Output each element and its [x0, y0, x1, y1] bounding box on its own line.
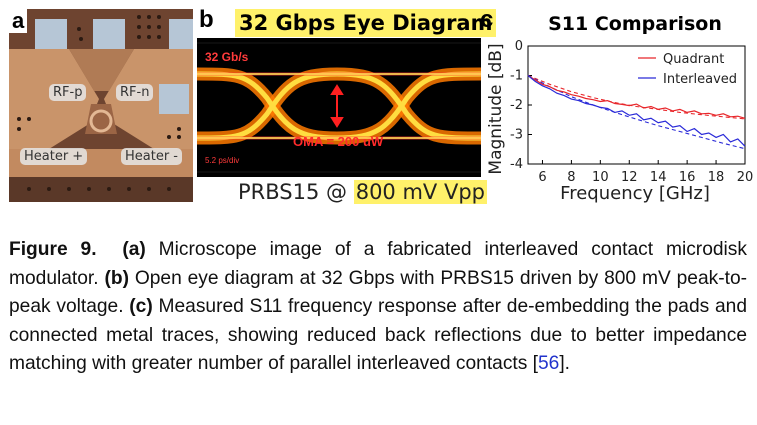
- caption-c-tag: (c): [129, 296, 153, 318]
- y-tick-label: 0: [515, 39, 523, 54]
- caption-b-tag: (b): [104, 267, 129, 289]
- microscope-graphic: [9, 9, 193, 202]
- panel-b-letter: b: [199, 6, 214, 33]
- legend-entry: Interleaved: [663, 72, 737, 87]
- y-axis-label: Magnitude [dB]: [486, 43, 506, 174]
- eye-rate-label: 32 Gb/s: [205, 50, 249, 64]
- eye-subtitle: PRBS15 @ 800 mV Vpp: [238, 179, 487, 205]
- caption-a-text: Microscope image of a fabricated interle…: [9, 239, 747, 289]
- eye-diagram-graphic: [197, 42, 481, 173]
- x-tick-label: 20: [737, 170, 753, 185]
- plot-area: 6 8 10 12 14 16 18 20 0 -1 -2 -3 -4 Quadrant Interleav…: [510, 39, 753, 185]
- x-tick-label: 16: [679, 170, 696, 185]
- legend-entry: Quadrant: [663, 52, 724, 67]
- y-tick-label: -2: [510, 98, 523, 113]
- panel-c-letter: c: [480, 6, 494, 33]
- x-tick-label: 10: [592, 170, 609, 185]
- caption-b-text: Open eye diagram at 32 Gbps with PRBS15 …: [9, 267, 747, 318]
- x-tick-label: 18: [708, 170, 725, 185]
- caption-c-text: Measured S11 frequency response after de…: [9, 296, 747, 375]
- panel-a-letter: a: [9, 9, 28, 33]
- x-axis-label: Frequency [GHz]: [560, 183, 710, 204]
- y-tick-label: -4: [510, 157, 523, 172]
- chart-title: S11 Comparison: [548, 13, 722, 35]
- x-tick-label: 12: [621, 170, 638, 185]
- fit-curve: [527, 75, 746, 150]
- rf-n-label: RF-n: [116, 84, 154, 101]
- caption-a-tag: (a): [122, 239, 146, 260]
- heater-plus-label: Heater +: [20, 148, 88, 165]
- y-tick-label: -3: [510, 128, 523, 143]
- eye-diagram-title: 32 Gbps Eye Diagram: [235, 9, 497, 37]
- series-line-interleaved: [527, 75, 746, 147]
- heater-minus-label: Heater -: [121, 148, 183, 165]
- eye-subtitle-prefix: PRBS15 @: [238, 180, 354, 204]
- series-line-quadrant: [527, 74, 746, 119]
- x-tick-label: 14: [650, 170, 667, 185]
- rf-p-label: RF-p: [49, 84, 87, 101]
- figure-caption: Figure 9. (a) Microscope image of a fabr…: [9, 236, 747, 379]
- x-tick-label: 8: [567, 170, 575, 185]
- fit-curve: [527, 74, 746, 120]
- caption-label: Figure 9.: [9, 239, 97, 260]
- eye-diagram: 32 Gb/s OMA = 200 uW 5.2 ps/div: [197, 38, 481, 177]
- s11-chart: S11 Comparison Magnitude [dB] Frequency …: [486, 13, 753, 204]
- citation-link[interactable]: 56: [538, 353, 560, 375]
- x-tick-label: 6: [538, 170, 546, 185]
- microscope-image: a RF-p RF-n Heater + Heater -: [9, 9, 193, 202]
- eye-subtitle-highlight: 800 mV Vpp: [353, 180, 487, 204]
- oma-label: OMA = 200 uW: [293, 134, 384, 149]
- timebase-label: 5.2 ps/div: [205, 156, 240, 165]
- y-tick-label: -1: [510, 69, 523, 84]
- caption-end: ].: [559, 353, 571, 375]
